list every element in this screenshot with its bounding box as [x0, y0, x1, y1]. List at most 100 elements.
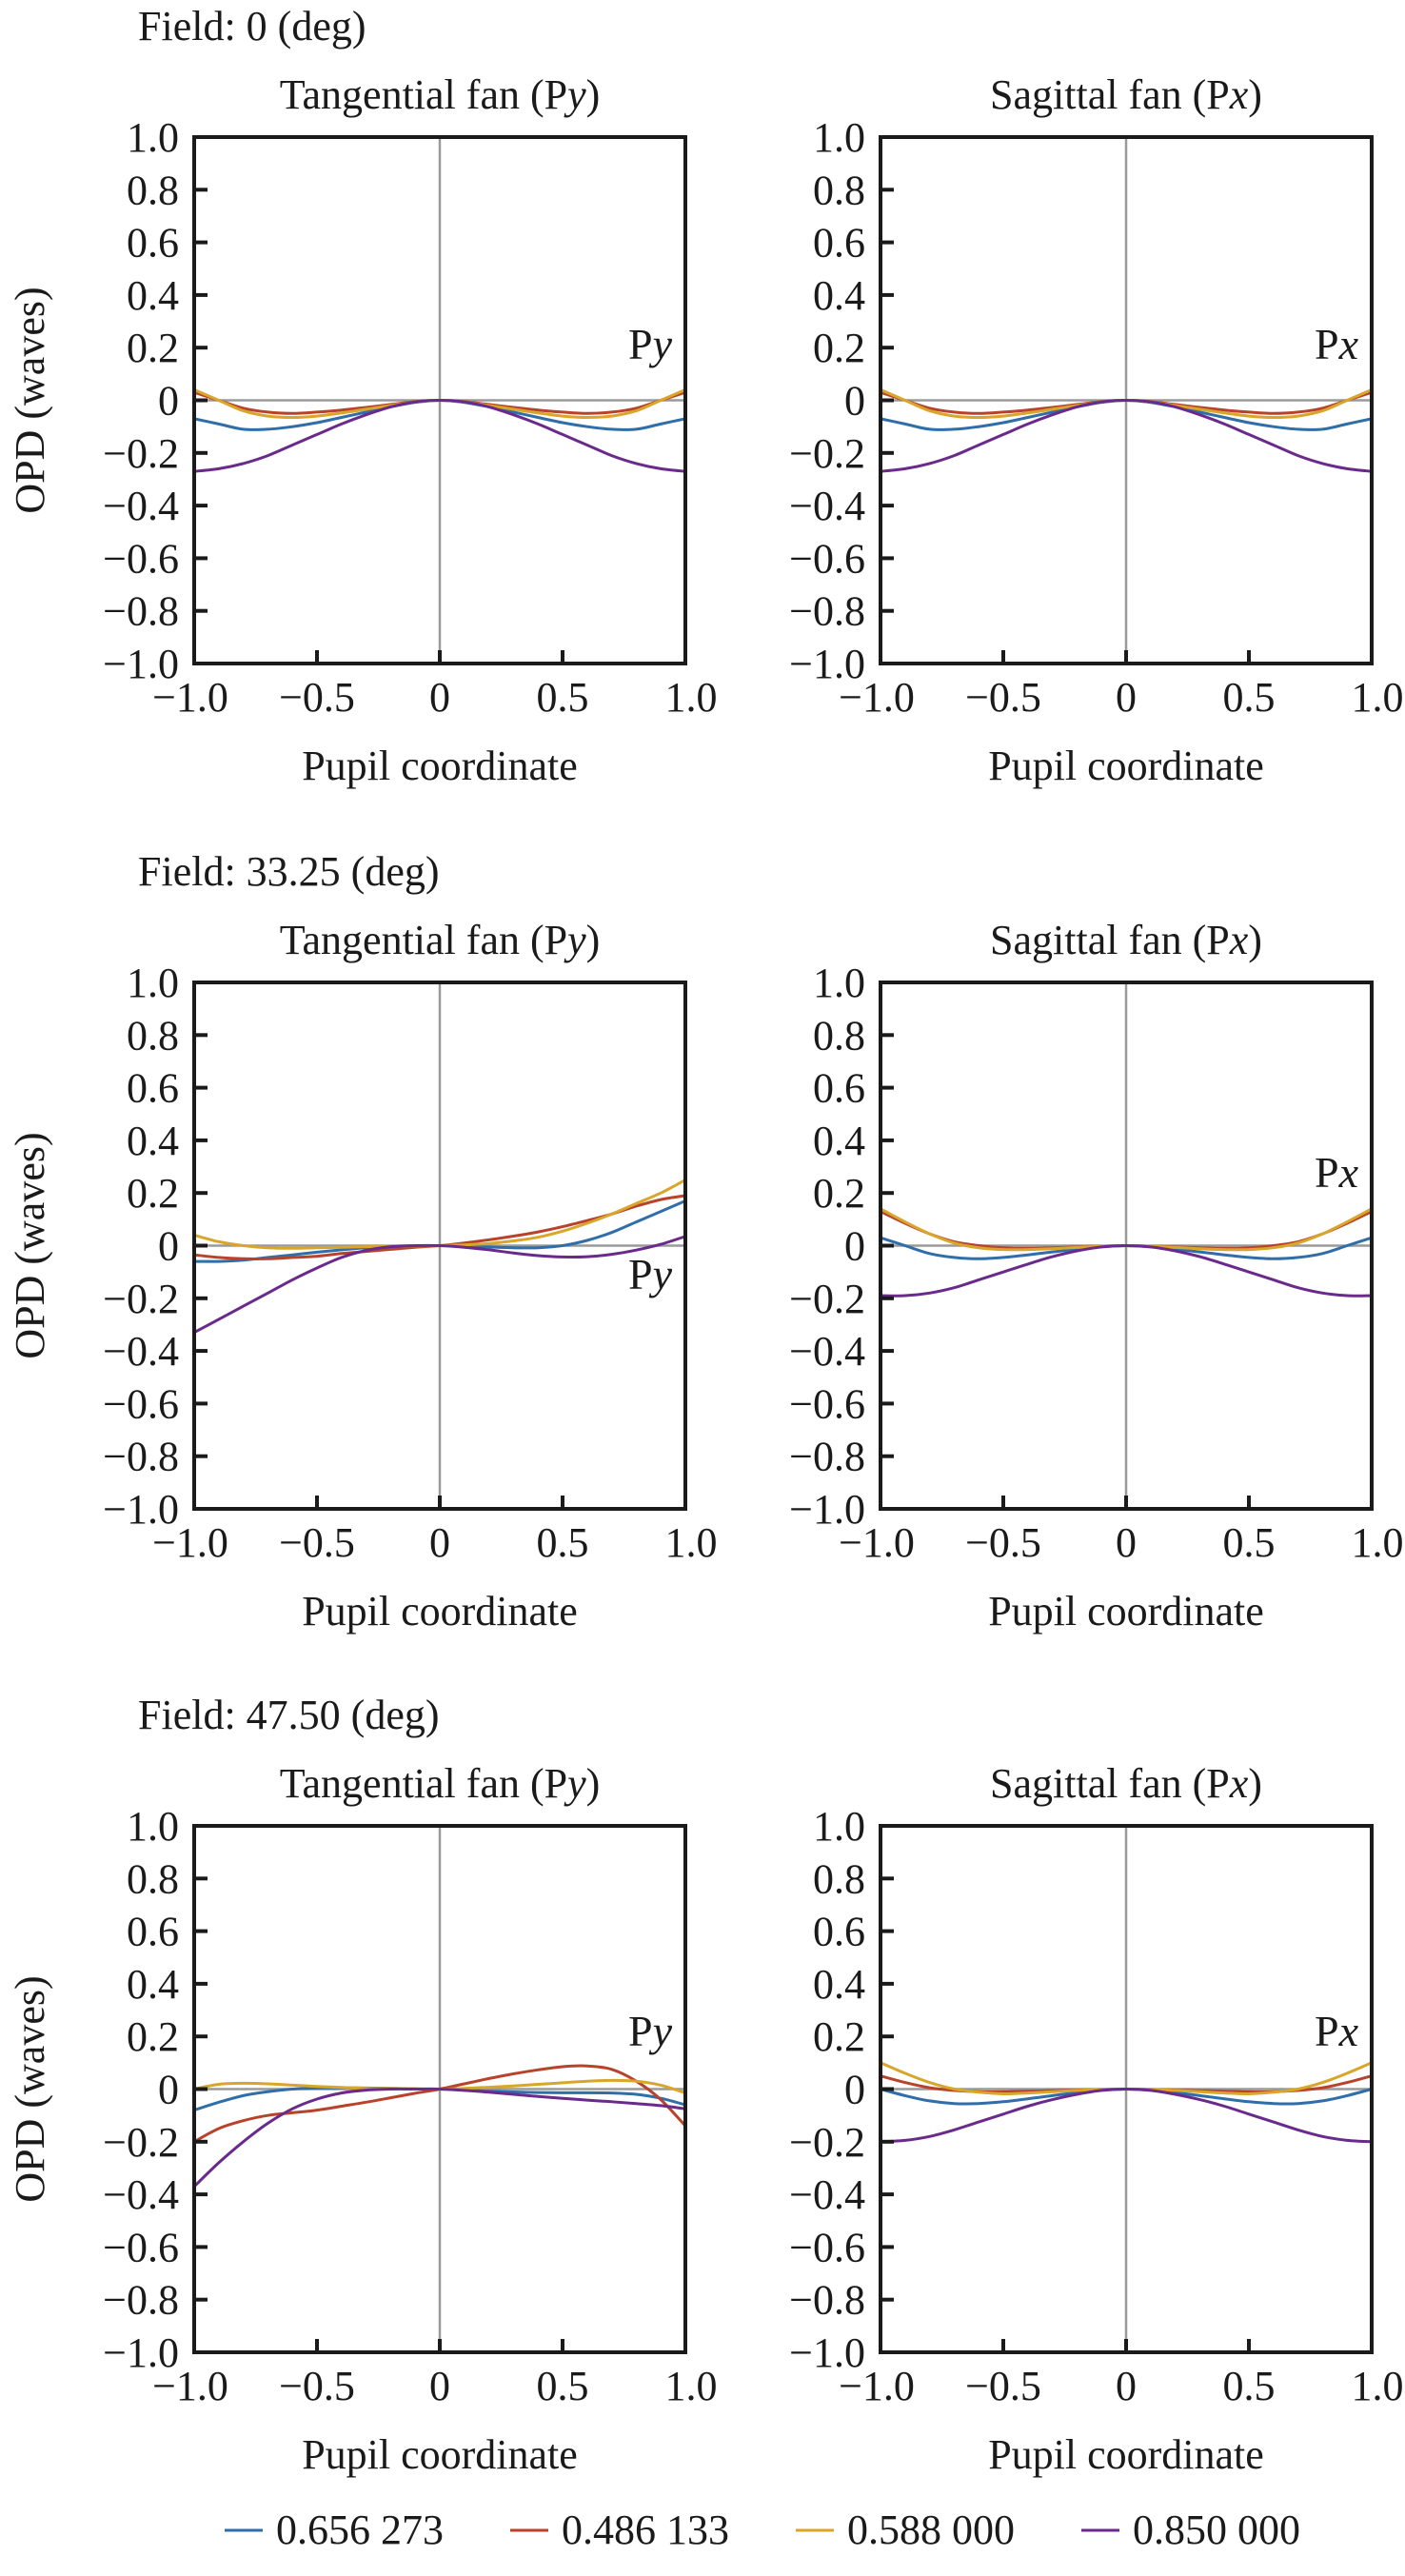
x-tick-label: 0: [1116, 674, 1137, 721]
fan-label: Px: [1315, 2007, 1359, 2055]
fan-label-variable: x: [1338, 2007, 1359, 2055]
fan-label-variable: y: [649, 1250, 673, 1298]
legend-label: 0.850 000: [1133, 2507, 1300, 2553]
fan-label-variable: x: [1338, 320, 1359, 368]
x-axis-label: Pupil coordinate: [302, 743, 578, 789]
y-tick-label: 0.8: [127, 167, 179, 213]
y-tick-label: 0.2: [813, 325, 865, 371]
y-tick-label: 0.4: [813, 1961, 865, 2008]
x-tick-label: 0: [1116, 1519, 1137, 1566]
series-line-0.850-000: [879, 2088, 1374, 2144]
y-tick-label: −0.2: [789, 430, 865, 477]
panel-title-end: ): [586, 71, 601, 118]
legend-label: 0.588 000: [847, 2507, 1015, 2553]
x-tick-label: −1.0: [152, 1519, 228, 1566]
sagittal-fan-plot: Sagittal fan (Px)1.00.80.60.40.20−0.2−0.…: [789, 71, 1403, 789]
x-tick-label: −1.0: [152, 674, 228, 721]
y-tick-label: −1.0: [103, 1486, 179, 1533]
fan-label-variable: y: [649, 320, 673, 368]
y-tick-label: 1.0: [813, 960, 865, 1006]
y-tick-label: 0.4: [127, 1118, 179, 1164]
y-tick-label: −0.2: [789, 2119, 865, 2166]
panel-title-variable: y: [564, 1760, 586, 1807]
panel-title-main: Tangential fan (P: [280, 917, 567, 963]
panel-title: Sagittal fan (Px): [990, 1760, 1262, 1807]
fan-label: Px: [1315, 1148, 1359, 1197]
x-axis-label: Pupil coordinate: [988, 2431, 1264, 2478]
legend: 0.656 273 0.486 133 0.588 000 0.850 000: [225, 2507, 1300, 2553]
y-tick-label: 0.6: [127, 1065, 179, 1112]
y-tick-label: 0: [844, 2067, 865, 2113]
panel-title-end: ): [1248, 1760, 1262, 1807]
y-tick-label: −0.4: [103, 1328, 179, 1375]
panel-title: Sagittal fan (Px): [990, 71, 1262, 118]
x-tick-label: −1.0: [839, 1519, 915, 1566]
y-tick-label: −0.4: [103, 2171, 179, 2218]
panel-title-end: ): [586, 917, 601, 963]
y-tick-label: −0.4: [789, 2171, 865, 2218]
y-tick-label: 1.0: [813, 1803, 865, 1850]
y-tick-label: 0: [158, 2067, 179, 2113]
y-tick-label: −0.8: [789, 588, 865, 635]
x-tick-label: 0: [429, 1519, 450, 1566]
x-tick-label: 0: [429, 674, 450, 721]
fan-label-main: P: [1315, 1148, 1339, 1197]
panel-title-variable: y: [564, 917, 586, 963]
y-tick-label: 0.6: [127, 1909, 179, 1955]
y-tick-label: −0.8: [103, 1434, 179, 1480]
fan-label-main: P: [628, 320, 653, 368]
y-tick-label: 0.4: [813, 272, 865, 319]
y-tick-label: 1.0: [127, 960, 179, 1006]
y-tick-label: −1.0: [789, 1486, 865, 1533]
panel-title-variable: x: [1229, 1760, 1249, 1807]
y-tick-label: −1.0: [103, 641, 179, 687]
x-tick-label: −0.5: [965, 1519, 1041, 1566]
x-axis-label: Pupil coordinate: [988, 1588, 1264, 1635]
tangential-fan-plot: Tangential fan (Py)1.00.80.60.40.20−0.2−…: [103, 1760, 717, 2478]
panel-title: Tangential fan (Py): [280, 917, 601, 963]
panel-title-variable: x: [1229, 917, 1249, 963]
y-tick-label: 0.8: [813, 1012, 865, 1059]
y-tick-label: −0.6: [789, 1380, 865, 1427]
y-tick-label: −0.8: [789, 1434, 865, 1480]
y-tick-label: −0.8: [103, 2277, 179, 2324]
y-tick-label: 0.2: [813, 2013, 865, 2060]
panel-title: Sagittal fan (Px): [990, 917, 1262, 963]
panel-title-end: ): [1248, 917, 1262, 963]
y-tick-label: −0.6: [103, 1380, 179, 1427]
x-tick-label: 1.0: [665, 2363, 718, 2409]
y-tick-label: 0.2: [127, 1170, 179, 1217]
y-tick-label: −0.6: [103, 535, 179, 582]
series-line-0.850-000: [192, 399, 687, 473]
x-tick-label: 0.5: [537, 674, 589, 721]
panel-title-variable: x: [1229, 71, 1249, 118]
panel-title-main: Tangential fan (P: [280, 1760, 567, 1807]
fan-label-variable: y: [649, 2007, 673, 2055]
x-tick-label: −1.0: [839, 674, 915, 721]
y-tick-label: −0.4: [789, 1328, 865, 1375]
y-tick-label: 0.2: [127, 325, 179, 371]
x-tick-label: 1.0: [1352, 674, 1404, 721]
legend-label: 0.656 273: [276, 2507, 444, 2553]
y-tick-label: 0.8: [127, 1012, 179, 1059]
y-tick-label: 0: [844, 378, 865, 425]
legend-label: 0.486 133: [562, 2507, 729, 2553]
y-tick-label: 0.2: [813, 1170, 865, 1217]
panel-title-variable: y: [564, 71, 586, 118]
y-tick-label: 1.0: [127, 1803, 179, 1850]
y-tick-label: 0.8: [813, 1855, 865, 1902]
y-tick-label: 1.0: [813, 114, 865, 161]
y-tick-label: −0.4: [789, 483, 865, 529]
panel-title-main: Sagittal fan (P: [990, 1760, 1230, 1807]
fan-label: Py: [628, 320, 673, 368]
fan-label: Px: [1315, 320, 1359, 368]
x-tick-label: 1.0: [1352, 2363, 1404, 2409]
y-tick-label: 1.0: [127, 114, 179, 161]
x-tick-label: 0.5: [1223, 2363, 1276, 2409]
x-axis-label: Pupil coordinate: [302, 1588, 578, 1635]
x-tick-label: −0.5: [279, 674, 355, 721]
field-title: Field: 47.50 (deg): [138, 1692, 440, 1738]
tangential-fan-plot: Tangential fan (Py)1.00.80.60.40.20−0.2−…: [103, 71, 717, 789]
x-tick-label: 0.5: [537, 2363, 589, 2409]
y-tick-label: 0: [158, 1223, 179, 1270]
